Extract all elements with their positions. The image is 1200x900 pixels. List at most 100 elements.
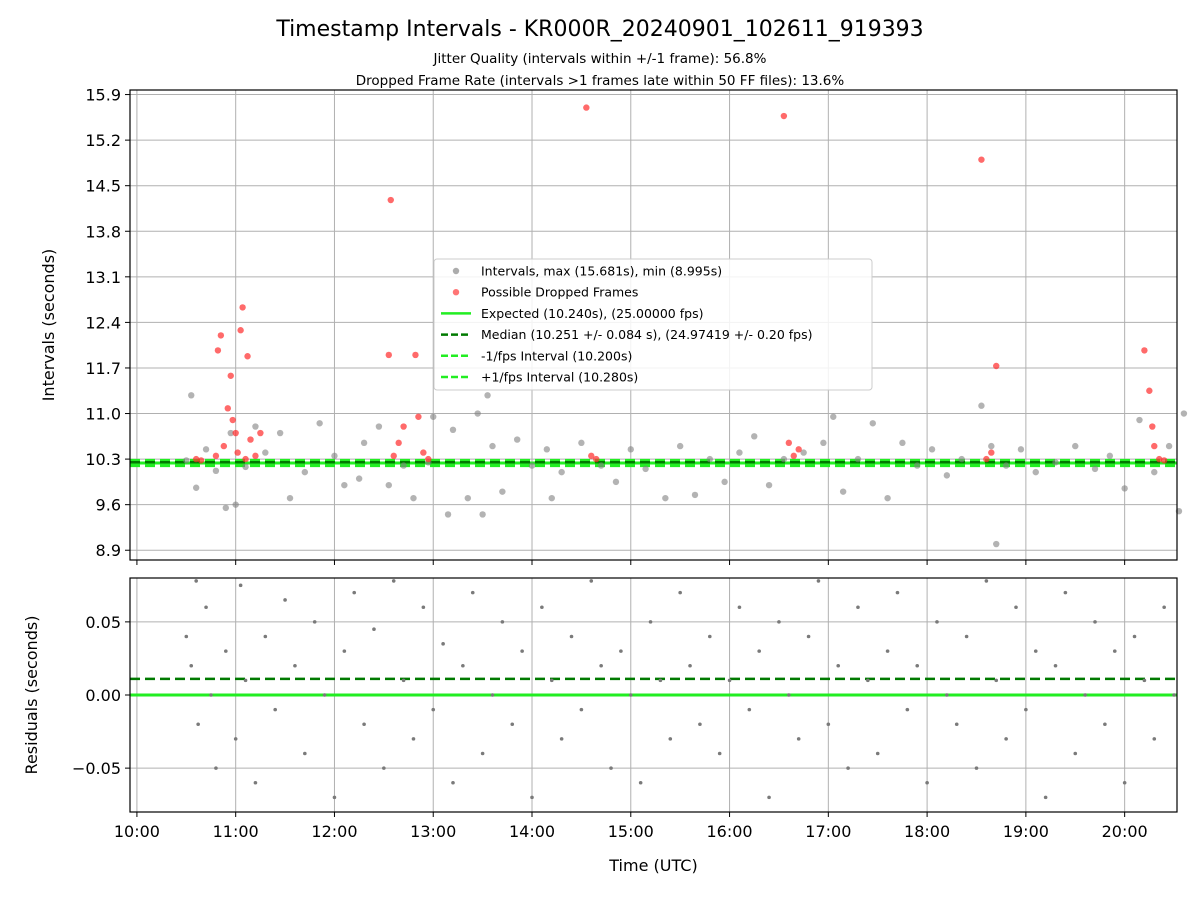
dropped-point-39 bbox=[1146, 387, 1153, 394]
dropped-point-37 bbox=[993, 362, 1000, 370]
interval-point-1 bbox=[188, 392, 195, 399]
interval-point-48 bbox=[765, 481, 773, 489]
legend-entry-5: +1/fps Interval (10.280s) bbox=[481, 370, 638, 385]
dropped-point-38 bbox=[1141, 347, 1148, 354]
residual-point-73 bbox=[866, 678, 870, 683]
residual-point-38 bbox=[520, 649, 524, 653]
interval-point-52 bbox=[830, 413, 837, 420]
interval-point-30 bbox=[489, 442, 496, 450]
interval-point-19 bbox=[385, 481, 392, 489]
legend-box bbox=[433, 258, 873, 391]
residual-point-5 bbox=[209, 693, 213, 697]
dropped-point-30 bbox=[780, 112, 788, 120]
residual-point-14 bbox=[283, 598, 287, 602]
residual-point-30 bbox=[441, 642, 445, 646]
interval-point-26 bbox=[464, 494, 472, 502]
residual-point-81 bbox=[945, 693, 949, 697]
residual-point-41 bbox=[549, 678, 554, 683]
residual-point-45 bbox=[589, 579, 594, 583]
residual-point-56 bbox=[698, 722, 702, 727]
dropped-point-40 bbox=[1149, 423, 1156, 430]
residual-point-102 bbox=[1152, 737, 1157, 741]
interval-point-46 bbox=[736, 449, 743, 456]
residual-point-58 bbox=[717, 751, 722, 756]
residual-point-104 bbox=[1172, 693, 1176, 697]
interval-point-32 bbox=[513, 436, 521, 443]
residual-point-19 bbox=[332, 795, 337, 800]
chart-subtitle-dropped: Dropped Frame Rate (intervals >1 frames … bbox=[356, 73, 845, 89]
interval-point-71 bbox=[1106, 452, 1114, 460]
dropped-point-11 bbox=[237, 327, 244, 334]
residual-point-32 bbox=[461, 663, 465, 668]
interval-point-14 bbox=[316, 420, 323, 427]
residual-point-77 bbox=[905, 707, 910, 712]
residual-point-57 bbox=[708, 634, 712, 639]
residual-point-66 bbox=[796, 737, 801, 741]
residuals-plot: −0.05 0.00 0.05 10:00 11:00 12:00 13:00 14:00 15… bbox=[22, 577, 1178, 875]
dropped-point-28 bbox=[588, 452, 595, 460]
dropped-point-25 bbox=[420, 449, 427, 456]
top-y-tick-label-7: 13.8 bbox=[85, 222, 121, 241]
residual-point-59 bbox=[727, 678, 732, 683]
residual-point-34 bbox=[480, 751, 485, 756]
interval-point-59 bbox=[928, 446, 936, 453]
interval-point-31 bbox=[499, 488, 506, 495]
interval-point-10 bbox=[262, 449, 269, 456]
residual-point-68 bbox=[816, 579, 821, 583]
bottom-y-tick-label-1: 0.00 bbox=[85, 686, 121, 705]
interval-point-67 bbox=[1032, 468, 1039, 476]
bottom-x-tick-label-0: 10:00 bbox=[114, 822, 160, 841]
interval-point-70 bbox=[1091, 465, 1099, 473]
top-y-axis-title: Intervals (seconds) bbox=[39, 249, 58, 402]
residual-point-92 bbox=[1053, 663, 1058, 668]
interval-point-49 bbox=[780, 455, 788, 463]
top-y-tick-label-9: 15.2 bbox=[85, 131, 121, 150]
interval-point-78 bbox=[548, 494, 555, 502]
residual-point-33 bbox=[470, 590, 475, 595]
interval-point-72 bbox=[1121, 485, 1128, 492]
legend-entry-3: Median (10.251 +/- 0.084 s), (24.97419 +… bbox=[481, 327, 812, 342]
residual-point-71 bbox=[846, 766, 850, 770]
dropped-point-22 bbox=[400, 423, 407, 430]
residual-point-40 bbox=[540, 605, 544, 610]
residual-point-52 bbox=[658, 678, 663, 683]
residual-point-28 bbox=[421, 605, 426, 610]
interval-point-56 bbox=[884, 494, 891, 502]
residual-point-61 bbox=[747, 707, 752, 712]
legend-entry-4: -1/fps Interval (10.200s) bbox=[481, 348, 632, 363]
residual-point-69 bbox=[826, 722, 831, 727]
interval-point-39 bbox=[627, 446, 634, 453]
residual-point-9 bbox=[238, 583, 243, 588]
residual-point-100 bbox=[1132, 634, 1137, 639]
interval-point-63 bbox=[988, 442, 995, 450]
residual-point-94 bbox=[1073, 751, 1078, 756]
residual-point-62 bbox=[757, 649, 761, 653]
dropped-point-15 bbox=[247, 436, 254, 443]
bottom-x-tick-label-2: 12:00 bbox=[311, 822, 357, 841]
interval-point-38 bbox=[612, 478, 620, 486]
legend-entry-2: Expected (10.240s), (25.00000 fps) bbox=[481, 306, 703, 321]
interval-point-64 bbox=[993, 540, 1000, 548]
interval-point-53 bbox=[839, 488, 847, 495]
residual-point-76 bbox=[895, 590, 900, 595]
bottom-x-tick-label-7: 17:00 bbox=[805, 822, 851, 841]
residual-point-21 bbox=[352, 590, 357, 595]
residual-point-86 bbox=[994, 678, 999, 683]
residual-point-70 bbox=[836, 663, 841, 668]
residual-point-36 bbox=[500, 620, 505, 624]
bottom-y-tick-label-2: 0.05 bbox=[85, 613, 121, 632]
residual-point-63 bbox=[767, 795, 771, 800]
interval-point-74 bbox=[1151, 468, 1158, 476]
residual-point-53 bbox=[668, 737, 673, 741]
residual-point-64 bbox=[777, 620, 781, 624]
residual-point-29 bbox=[431, 707, 436, 712]
interval-point-34 bbox=[543, 446, 551, 453]
dropped-point-12 bbox=[239, 304, 246, 311]
bottom-x-tick-label-8: 18:00 bbox=[904, 822, 950, 841]
residual-point-26 bbox=[401, 678, 406, 683]
residual-point-7 bbox=[224, 649, 228, 653]
residual-point-42 bbox=[559, 737, 564, 741]
residual-point-95 bbox=[1083, 693, 1087, 697]
residual-point-16 bbox=[303, 751, 307, 756]
dropped-point-0 bbox=[192, 455, 200, 463]
